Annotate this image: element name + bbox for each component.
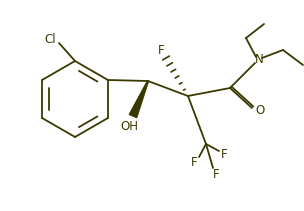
- Text: Cl: Cl: [44, 32, 56, 46]
- Text: O: O: [255, 104, 264, 116]
- Text: F: F: [221, 147, 227, 161]
- Text: F: F: [213, 168, 219, 180]
- Text: OH: OH: [120, 120, 138, 134]
- Polygon shape: [129, 81, 148, 118]
- Text: F: F: [158, 43, 164, 57]
- Text: N: N: [255, 53, 263, 65]
- Text: F: F: [191, 156, 197, 169]
